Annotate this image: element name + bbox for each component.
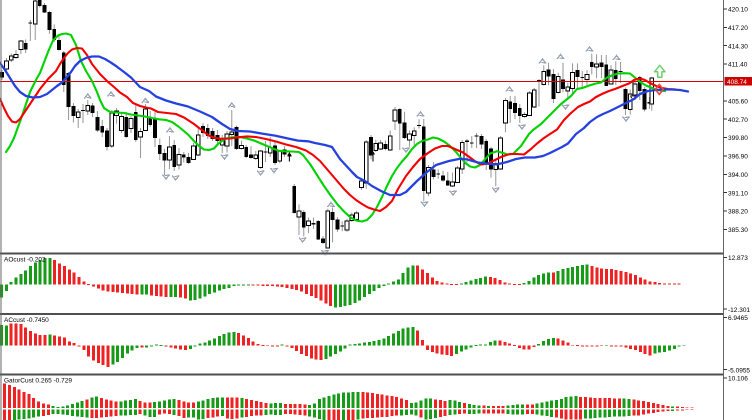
svg-text:417.20: 417.20 xyxy=(728,25,748,32)
svg-text:420.10: 420.10 xyxy=(728,7,748,14)
svg-text:ACcust -0.7450: ACcust -0.7450 xyxy=(4,317,49,324)
svg-text:-12.301: -12.301 xyxy=(728,307,750,314)
svg-text:391.10: 391.10 xyxy=(728,190,748,197)
svg-text:10.106: 10.106 xyxy=(728,375,748,382)
svg-text:402.70: 402.70 xyxy=(728,117,748,124)
svg-text:396.90: 396.90 xyxy=(728,154,748,161)
svg-text:385.30: 385.30 xyxy=(728,227,748,234)
svg-text:GatorCust 0.265 -0.729: GatorCust 0.265 -0.729 xyxy=(4,377,72,384)
svg-text:414.30: 414.30 xyxy=(728,43,748,50)
svg-text:411.40: 411.40 xyxy=(728,62,748,69)
svg-text:12.873: 12.873 xyxy=(728,255,748,262)
svg-text:408.74: 408.74 xyxy=(727,79,747,86)
svg-text:6.9465: 6.9465 xyxy=(728,315,748,322)
svg-text:-5.0955: -5.0955 xyxy=(728,367,750,374)
svg-text:388.20: 388.20 xyxy=(728,209,748,216)
svg-text:394.00: 394.00 xyxy=(728,172,748,179)
svg-text:405.60: 405.60 xyxy=(728,98,748,105)
svg-text:399.80: 399.80 xyxy=(728,135,748,142)
svg-text:AOcust -0.202: AOcust -0.202 xyxy=(4,257,46,264)
